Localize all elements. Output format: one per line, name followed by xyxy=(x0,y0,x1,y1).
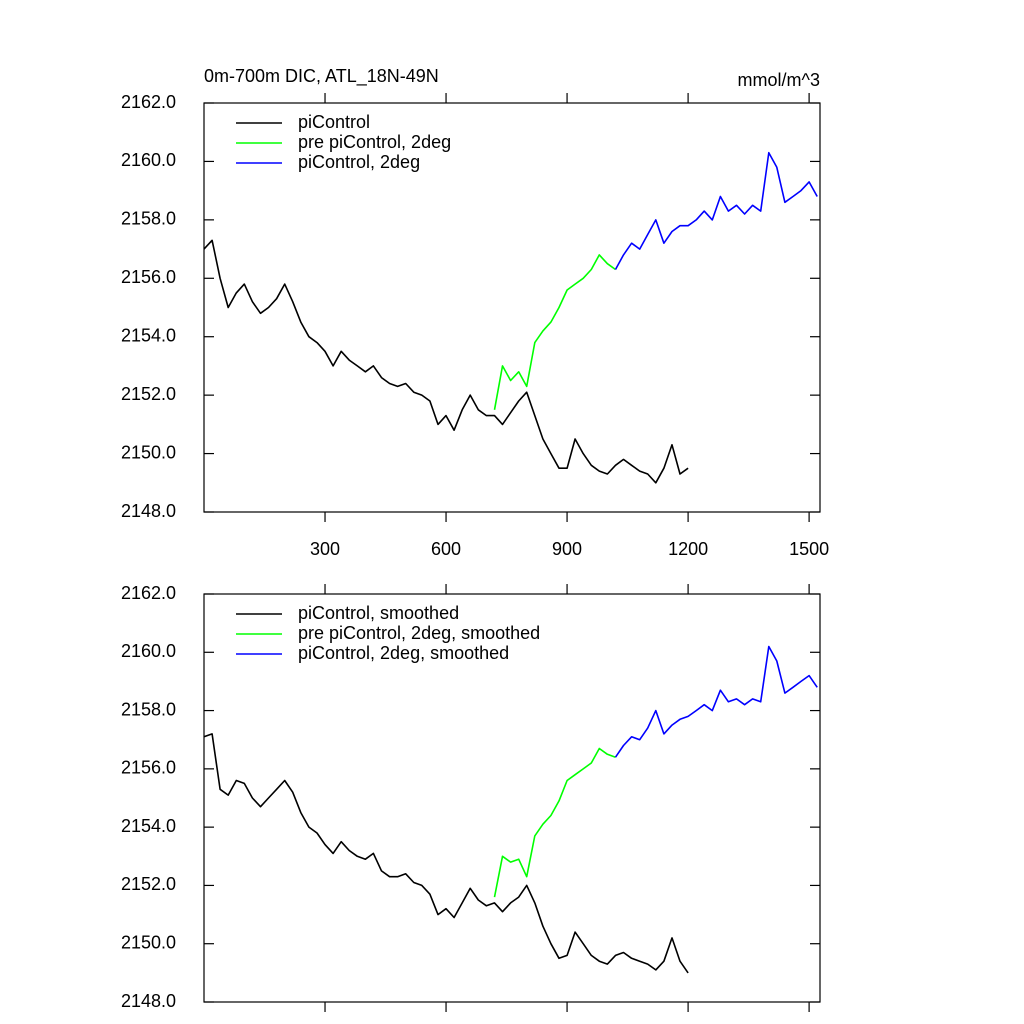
y-tick-label: 2154.0 xyxy=(121,816,176,836)
y-tick-label: 2152.0 xyxy=(121,874,176,894)
legend-label: piControl, 2deg xyxy=(298,152,420,172)
legend-label: pre piControl, 2deg xyxy=(298,132,451,152)
y-tick-label: 2150.0 xyxy=(121,442,176,462)
y-tick-label: 2158.0 xyxy=(121,699,176,719)
legend-label: piControl, smoothed xyxy=(298,603,459,623)
y-tick-label: 2160.0 xyxy=(121,641,176,661)
series-line xyxy=(203,239,689,484)
y-tick-label: 2160.0 xyxy=(121,150,176,170)
x-tick-label: 1500 xyxy=(789,539,829,559)
y-tick-label: 2152.0 xyxy=(121,384,176,404)
series-line xyxy=(614,645,818,758)
x-tick-label: 1200 xyxy=(668,539,708,559)
y-tick-label: 2162.0 xyxy=(121,583,176,603)
plot-frame xyxy=(203,102,821,513)
y-tick-label: 2156.0 xyxy=(121,267,176,287)
y-tick-label: 2148.0 xyxy=(121,991,176,1011)
legend-label: piControl xyxy=(298,112,370,132)
series-line xyxy=(614,151,818,270)
units-label: mmol/m^3 xyxy=(738,70,820,90)
chart-title: 0m-700m DIC, ATL_18N-49N xyxy=(204,66,439,87)
x-tick-label: 900 xyxy=(552,539,582,559)
y-tick-label: 2148.0 xyxy=(121,501,176,521)
legend-label: pre piControl, 2deg, smoothed xyxy=(298,623,540,643)
series-line xyxy=(203,733,689,974)
x-tick-label: 300 xyxy=(310,539,340,559)
y-tick-label: 2162.0 xyxy=(121,92,176,112)
y-tick-label: 2154.0 xyxy=(121,325,176,345)
series-line xyxy=(493,254,616,410)
x-tick-label: 600 xyxy=(431,539,461,559)
y-tick-label: 2156.0 xyxy=(121,758,176,778)
plot-frame xyxy=(203,593,821,1003)
y-tick-label: 2150.0 xyxy=(121,932,176,952)
legend-label: piControl, 2deg, smoothed xyxy=(298,643,509,663)
series-line xyxy=(493,747,616,898)
y-tick-label: 2158.0 xyxy=(121,209,176,229)
